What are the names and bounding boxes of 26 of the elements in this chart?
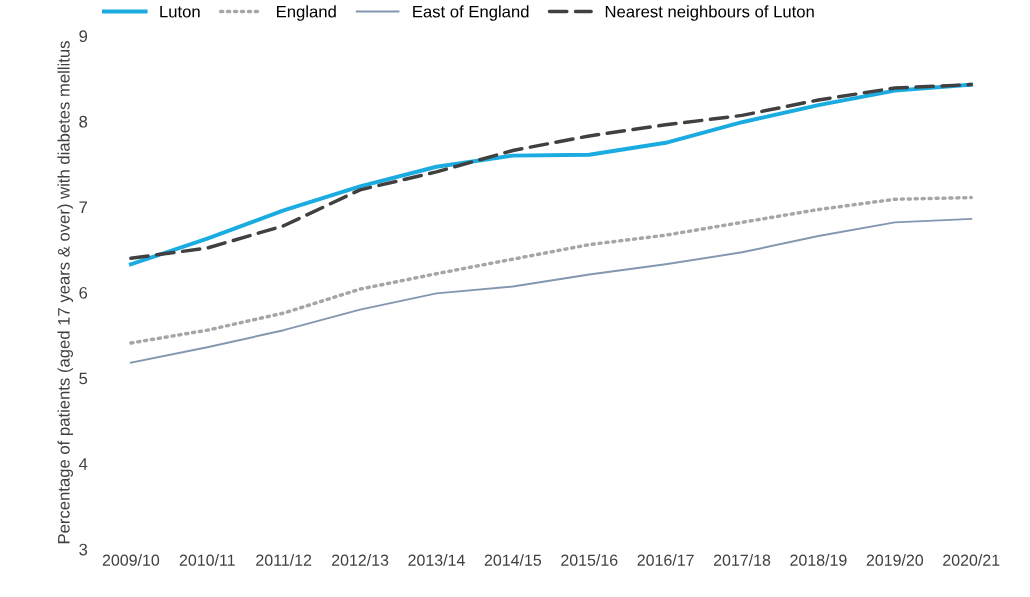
x-tick-label: 2009/10 <box>102 554 160 566</box>
y-axis-title: Percentage of patients (aged 17 years & over) with diabetes mellitus <box>57 41 74 544</box>
x-tick-label: 2015/16 <box>561 554 618 566</box>
y-tick-label: 8 <box>79 115 88 128</box>
y-tick-label: 3 <box>79 543 88 556</box>
x-tick-label: 2018/19 <box>790 554 847 566</box>
legend-label: Luton <box>160 5 200 18</box>
y-tick-label: 9 <box>79 30 88 43</box>
x-tick-label: 2017/18 <box>713 554 771 566</box>
x-tick-label: 2012/13 <box>332 554 389 566</box>
legend-label: England <box>277 5 336 21</box>
x-tick-label: 2011/12 <box>256 554 312 566</box>
x-tick-label: 2010/11 <box>179 554 235 566</box>
legend-label: East of England <box>413 5 529 21</box>
y-tick-label: 5 <box>79 372 88 385</box>
line-series <box>129 195 973 345</box>
x-tick-label: 2014/15 <box>484 554 542 566</box>
x-tick-label: 2020/21 <box>943 554 1000 566</box>
line-series <box>129 217 973 364</box>
y-tick-label: 4 <box>78 458 88 470</box>
x-tick-label: 2016/17 <box>637 554 694 566</box>
legend-label: Nearest neighbours of Luton <box>605 5 814 21</box>
x-tick-label: 2019/20 <box>866 554 924 566</box>
y-tick-label: 6 <box>79 286 88 299</box>
y-tick-label: 7 <box>79 201 87 213</box>
x-tick-label: 2013/14 <box>408 554 465 566</box>
